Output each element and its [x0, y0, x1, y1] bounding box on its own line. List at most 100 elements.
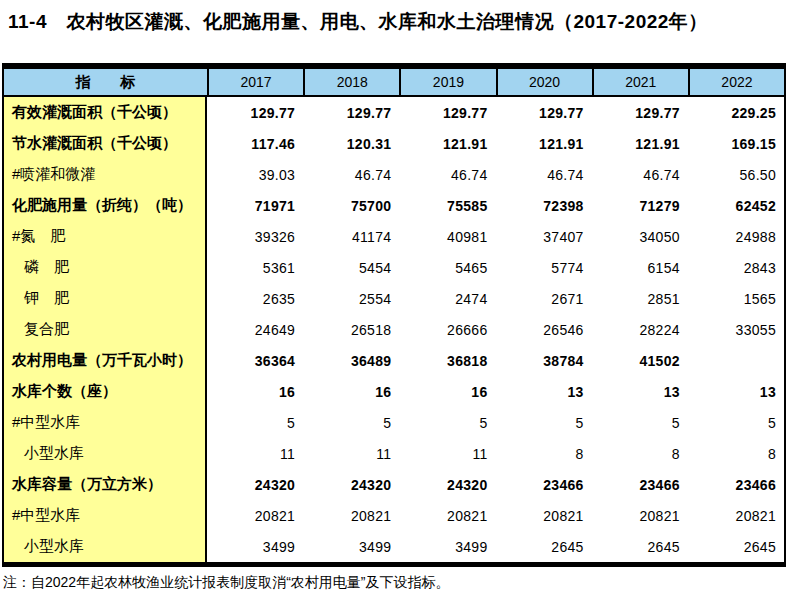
cell-value: 36489 — [303, 345, 399, 376]
cell-value: 2474 — [399, 283, 495, 314]
header-year-2021: 2021 — [592, 69, 688, 95]
cell-value: 2645 — [496, 531, 592, 562]
header-indicator: 指 标 — [4, 69, 207, 95]
cell-value: 229.25 — [688, 97, 784, 128]
cell-value: 46.74 — [303, 159, 399, 190]
cell-value: 37407 — [496, 221, 592, 252]
cell-value: 16 — [207, 376, 303, 407]
cell-value: 5 — [303, 407, 399, 438]
cell-value: 24649 — [207, 314, 303, 345]
cell-value: 46.74 — [496, 159, 592, 190]
cell-value: 20821 — [496, 500, 592, 531]
row-label: 小型水库 — [4, 438, 207, 469]
table-header-row: 指 标 2017 2018 2019 2020 2021 2022 — [4, 69, 784, 97]
header-year-2020: 2020 — [496, 69, 592, 95]
cell-value: 33055 — [688, 314, 784, 345]
cell-value: 16 — [399, 376, 495, 407]
cell-value: 8 — [496, 438, 592, 469]
cell-value: 5 — [496, 407, 592, 438]
cell-value: 5774 — [496, 252, 592, 283]
cell-value: 71971 — [207, 190, 303, 221]
row-label: 磷 肥 — [4, 252, 207, 283]
cell-value: 11 — [207, 438, 303, 469]
cell-value: 13 — [592, 376, 688, 407]
row-label: 小型水库 — [4, 531, 207, 562]
cell-value: 129.77 — [496, 97, 592, 128]
page-title: 11-4 农村牧区灌溉、化肥施用量、用电、水库和水土治理情况（2017-2022… — [0, 0, 788, 35]
cell-value: 5 — [592, 407, 688, 438]
cell-value: 20821 — [592, 500, 688, 531]
cell-value: 5 — [207, 407, 303, 438]
cell-value: 16 — [303, 376, 399, 407]
cell-value: 39326 — [207, 221, 303, 252]
cell-value: 24320 — [207, 469, 303, 500]
header-year-2019: 2019 — [399, 69, 495, 95]
cell-value: 41502 — [592, 345, 688, 376]
cell-value: 5 — [688, 407, 784, 438]
cell-value: 5454 — [303, 252, 399, 283]
cell-value: 11 — [399, 438, 495, 469]
cell-value: 34050 — [592, 221, 688, 252]
cell-value: 72398 — [496, 190, 592, 221]
table-row: 小型水库111111888 — [4, 438, 784, 469]
cell-value: 8 — [592, 438, 688, 469]
cell-value: 23466 — [592, 469, 688, 500]
header-year-2022: 2022 — [688, 69, 784, 95]
row-label: #喷灌和微灌 — [4, 159, 207, 190]
table-row: #喷灌和微灌39.0346.7446.7446.7446.7456.50 — [4, 159, 784, 190]
row-label: 水库容量（万立方米） — [4, 469, 207, 500]
cell-value: 75585 — [399, 190, 495, 221]
table-row: #氮 肥393264117440981374073405024988 — [4, 221, 784, 252]
cell-value: 24320 — [303, 469, 399, 500]
row-label: 复合肥 — [4, 314, 207, 345]
cell-value: 26518 — [303, 314, 399, 345]
table-row: #中型水库208212082120821208212082120821 — [4, 500, 784, 531]
cell-value: 75700 — [303, 190, 399, 221]
cell-value: 5465 — [399, 252, 495, 283]
cell-value — [688, 345, 784, 376]
row-label: #中型水库 — [4, 407, 207, 438]
cell-value: 8 — [688, 438, 784, 469]
table-row: #中型水库555555 — [4, 407, 784, 438]
cell-value: 26546 — [496, 314, 592, 345]
cell-value: 2635 — [207, 283, 303, 314]
row-label: 农村用电量（万千瓦小时） — [4, 345, 207, 376]
row-label: #氮 肥 — [4, 221, 207, 252]
table-row: 磷 肥536154545465577461542843 — [4, 252, 784, 283]
row-label: 节水灌溉面积（千公顷） — [4, 128, 207, 159]
cell-value: 11 — [303, 438, 399, 469]
cell-value: 23466 — [496, 469, 592, 500]
cell-value: 2645 — [688, 531, 784, 562]
cell-value: 62452 — [688, 190, 784, 221]
cell-value: 121.91 — [496, 128, 592, 159]
cell-value: 46.74 — [399, 159, 495, 190]
cell-value: 36818 — [399, 345, 495, 376]
table-row: 节水灌溉面积（千公顷）117.46120.31121.91121.91121.9… — [4, 128, 784, 159]
cell-value: 38784 — [496, 345, 592, 376]
cell-value: 129.77 — [399, 97, 495, 128]
cell-value: 1565 — [688, 283, 784, 314]
cell-value: 129.77 — [303, 97, 399, 128]
header-year-2018: 2018 — [303, 69, 399, 95]
cell-value: 5 — [399, 407, 495, 438]
cell-value: 26666 — [399, 314, 495, 345]
cell-value: 20821 — [303, 500, 399, 531]
cell-value: 20821 — [399, 500, 495, 531]
cell-value: 41174 — [303, 221, 399, 252]
cell-value: 5361 — [207, 252, 303, 283]
cell-value: 20821 — [688, 500, 784, 531]
cell-value: 117.46 — [207, 128, 303, 159]
table-body: 有效灌溉面积（千公顷）129.77129.77129.77129.77129.7… — [4, 97, 784, 562]
row-label: 有效灌溉面积（千公顷） — [4, 97, 207, 128]
cell-value: 20821 — [207, 500, 303, 531]
table-row: 复合肥246492651826666265462822433055 — [4, 314, 784, 345]
row-label: 水库个数（座） — [4, 376, 207, 407]
cell-value: 3499 — [303, 531, 399, 562]
table-row: 水库容量（万立方米）243202432024320234662346623466 — [4, 469, 784, 500]
cell-value: 28224 — [592, 314, 688, 345]
cell-value: 46.74 — [592, 159, 688, 190]
table-row: 农村用电量（万千瓦小时）3636436489368183878441502 — [4, 345, 784, 376]
cell-value: 2554 — [303, 283, 399, 314]
table-row: 钾 肥263525542474267128511565 — [4, 283, 784, 314]
cell-value: 24988 — [688, 221, 784, 252]
